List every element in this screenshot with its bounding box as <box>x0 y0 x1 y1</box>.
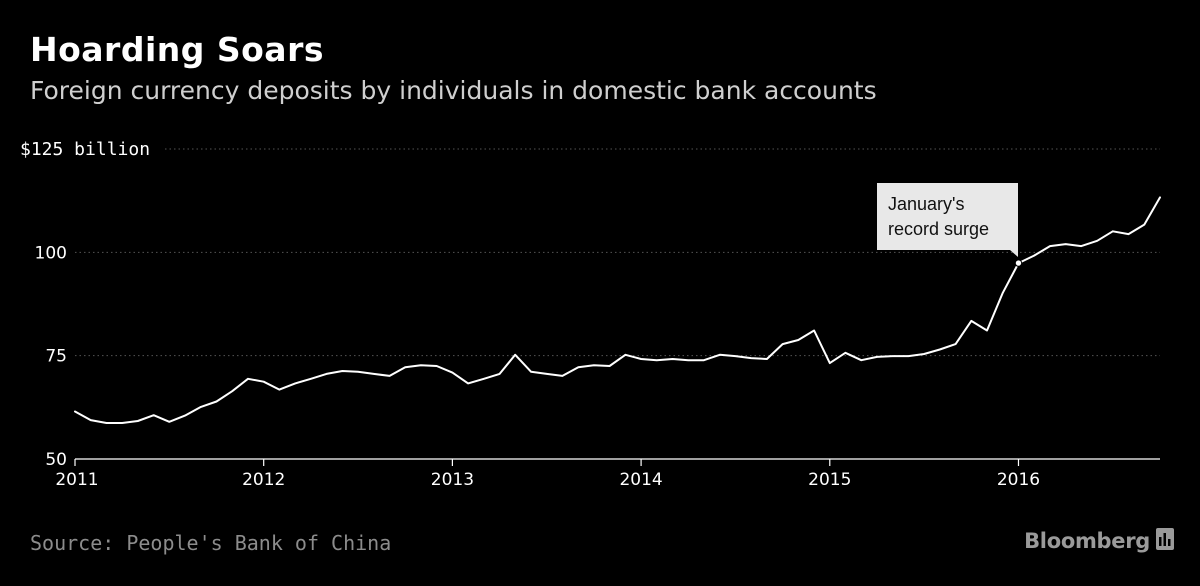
callout-pointer <box>1010 250 1018 257</box>
x-tick-label-2012: 2012 <box>242 470 285 490</box>
series-line-0 <box>74 196 1161 424</box>
brand-name: Bloomberg <box>1024 529 1150 553</box>
callout-text-line1: January's <box>888 194 964 214</box>
chart-title: Hoarding Soars <box>30 30 324 69</box>
x-tick-label-2015: 2015 <box>808 470 851 490</box>
callout-text-line2: record surge <box>888 219 989 239</box>
source-note: Source: People's Bank of China <box>30 531 392 555</box>
grid-lines <box>75 148 1160 357</box>
y-tick-label-125: $125 billion <box>20 139 150 160</box>
series-layer <box>74 196 1161 424</box>
callout-marker <box>1014 259 1023 267</box>
x-tick-label-2011: 2011 <box>55 470 98 490</box>
annotation-layer: January's record surge <box>877 183 1023 267</box>
chart-subtitle: Foreign currency deposits by individuals… <box>30 76 877 105</box>
x-tick-label-2014: 2014 <box>619 470 662 490</box>
x-tick-label-2013: 2013 <box>431 470 474 490</box>
x-tick-label-2016: 2016 <box>997 470 1040 490</box>
y-axis-labels: $125 billion 100 75 50 <box>20 139 150 470</box>
y-tick-label-50: 50 <box>45 450 67 470</box>
callout-box <box>877 183 1018 250</box>
bloomberg-chart-icon <box>1156 528 1174 554</box>
x-axis: 2011 2012 2013 2014 2015 2016 <box>55 458 1160 490</box>
y-tick-label-100: 100 <box>35 243 67 263</box>
brand-logo: Bloomberg <box>1024 528 1174 554</box>
y-tick-label-75: 75 <box>45 347 67 367</box>
